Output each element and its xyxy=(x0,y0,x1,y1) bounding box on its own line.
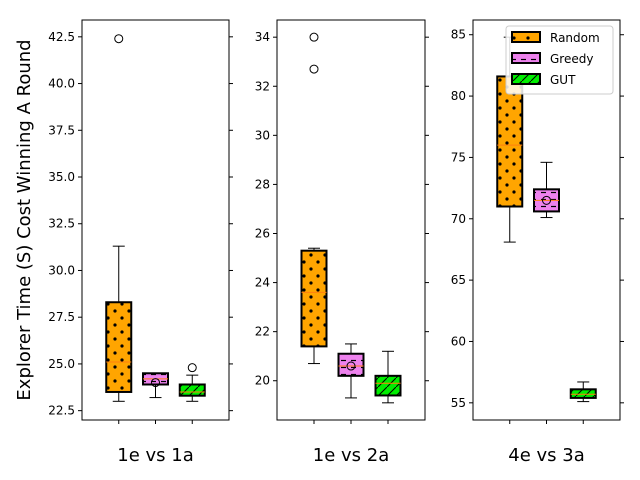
ytick-label: 30 xyxy=(255,128,270,142)
y-axis-label: Explorer Time (S) Cost Winning A Round xyxy=(14,39,35,400)
flier-point xyxy=(309,32,319,42)
box-gut xyxy=(178,363,206,402)
box-hatch xyxy=(179,384,205,396)
ytick-label: 25.0 xyxy=(48,357,75,371)
box-outline xyxy=(569,388,597,399)
box-outline xyxy=(105,301,133,393)
flier-point xyxy=(187,363,197,373)
legend: Random Greedy GUT xyxy=(505,25,614,95)
ytick-label: 26 xyxy=(255,226,270,240)
ytick-label: 32 xyxy=(255,79,270,93)
box-outline xyxy=(374,374,402,397)
box-hatch xyxy=(301,250,327,347)
ytick-label: 65 xyxy=(451,273,466,287)
box-outline xyxy=(337,352,365,377)
x-category-label: 4e vs 3a xyxy=(508,445,584,466)
ytick-label: 20 xyxy=(255,374,270,388)
box-random xyxy=(105,34,133,402)
ytick-label: 30.0 xyxy=(48,263,75,277)
ytick-label: 34 xyxy=(255,30,270,44)
legend-hatch-gut xyxy=(512,74,540,84)
x-category-label: 1e vs 2a xyxy=(313,445,389,466)
ytick-label: 22 xyxy=(255,325,270,339)
box-greedy xyxy=(533,161,560,219)
box-outline xyxy=(178,383,206,397)
legend-hatch-random xyxy=(512,32,540,42)
ytick-label: 42.5 xyxy=(48,30,75,44)
ytick-label: 70 xyxy=(451,212,466,226)
box-greedy xyxy=(142,372,169,399)
flier-point xyxy=(346,361,356,371)
ytick-label: 60 xyxy=(451,334,466,348)
box-hatch xyxy=(338,353,364,376)
legend-label-greedy: Greedy xyxy=(550,52,593,66)
panel-2: 20 22 24 26 28 30 32 34 1e vs 2a xyxy=(255,19,429,466)
panels-container: 22.5 25.0 27.5 30.0 32.5 35.0 37.5 40.0 42.5 1e v… xyxy=(48,19,624,466)
box-hatch xyxy=(570,389,596,398)
box-random xyxy=(496,36,524,243)
x-category-label: 1e vs 1a xyxy=(117,445,193,466)
ytick-label: 85 xyxy=(451,28,466,42)
box-outline xyxy=(300,249,328,348)
ytick-label: 24 xyxy=(255,276,270,290)
ytick-label: 28 xyxy=(255,177,270,191)
box-gut xyxy=(374,350,402,404)
panel-3: 55 60 65 70 75 80 85 4e vs 3a xyxy=(451,19,624,466)
flier-point xyxy=(542,195,551,205)
flier-point xyxy=(114,34,124,44)
legend-label-gut: GUT xyxy=(550,73,576,87)
box-random xyxy=(300,32,328,365)
ytick-label: 55 xyxy=(451,396,466,410)
ytick-label: 22.5 xyxy=(48,404,75,418)
legend-hatch-greedy xyxy=(512,53,540,63)
legend-label-random: Random xyxy=(550,31,600,45)
ytick-label: 27.5 xyxy=(48,310,75,324)
ytick-label: 35.0 xyxy=(48,170,75,184)
panel-1: 22.5 25.0 27.5 30.0 32.5 35.0 37.5 40.0 42.5 1e v… xyxy=(48,19,233,466)
box-greedy xyxy=(337,343,365,399)
ytick-label: 37.5 xyxy=(48,123,75,137)
ytick-label: 80 xyxy=(451,89,466,103)
box-hatch xyxy=(375,375,401,396)
ytick-label: 32.5 xyxy=(48,217,75,231)
ytick-label: 40.0 xyxy=(48,77,75,91)
box-gut xyxy=(569,381,597,403)
flier-point xyxy=(151,378,160,388)
axes-frame xyxy=(81,19,230,421)
ytick-label: 75 xyxy=(451,150,466,164)
box-hatch xyxy=(106,302,132,392)
box-hatch xyxy=(497,76,523,207)
flier-point xyxy=(309,64,319,74)
